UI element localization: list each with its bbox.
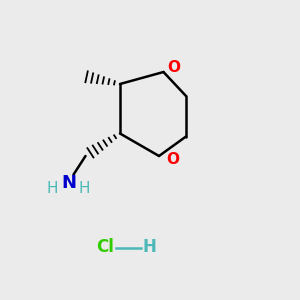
Text: H: H [47, 181, 58, 196]
Text: Cl: Cl [96, 238, 114, 256]
Text: H: H [142, 238, 156, 256]
Text: O: O [167, 60, 180, 75]
Text: O: O [167, 152, 180, 167]
Text: H: H [78, 181, 90, 196]
Text: N: N [61, 174, 76, 192]
